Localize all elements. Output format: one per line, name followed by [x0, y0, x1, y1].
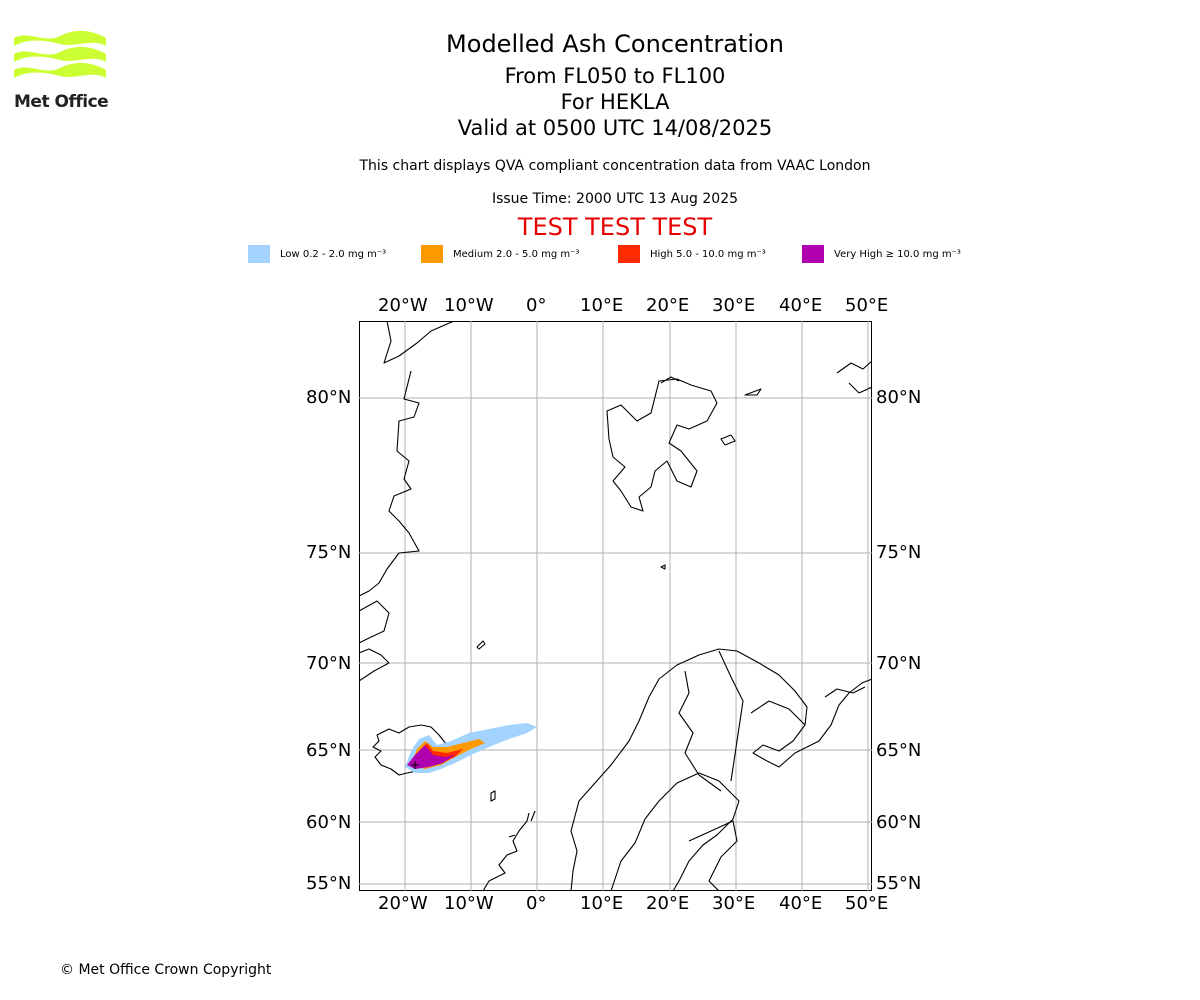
kola-coast [750, 686, 866, 726]
legend-swatch-high [618, 245, 640, 263]
lon-tick-top-20w: 20°W [378, 295, 428, 316]
lon-tick-top-30e: 30°E [712, 295, 756, 316]
uk-coast [482, 810, 536, 891]
lon-tick-top-20e: 20°E [646, 295, 690, 316]
legend-item-medium: Medium 2.0 - 5.0 mg m⁻³ [421, 244, 579, 264]
lon-tick-top-10e: 10°E [580, 295, 624, 316]
lon-tick-top-40e: 40°E [779, 295, 823, 316]
volcano-marker [411, 761, 419, 769]
legend-item-very-high: Very High ≥ 10.0 mg m⁻³ [802, 244, 961, 264]
legend-swatch-low [248, 245, 270, 263]
lon-tick-top-0: 0° [526, 295, 547, 316]
lat-tick-right-75n: 75°N [876, 542, 922, 563]
met-office-wave-icon [14, 30, 106, 78]
chart-title: Modelled Ash Concentration [446, 30, 784, 58]
legend-label-medium: Medium 2.0 - 5.0 mg m⁻³ [453, 248, 580, 260]
baltic-coast [688, 820, 738, 891]
legend-swatch-very-high [802, 245, 824, 263]
legend-item-high: High 5.0 - 10.0 mg m⁻³ [618, 244, 766, 264]
lat-tick-right-65n: 65°N [876, 740, 922, 761]
qva-note: This chart displays QVA compliant concen… [359, 158, 871, 174]
lat-tick-left-60n: 60°N [306, 812, 352, 833]
bear-island-coast [660, 564, 666, 570]
lat-tick-left-65n: 65°N [306, 740, 352, 761]
volcano-name: For HEKLA [560, 90, 670, 114]
scandinavia-coast [570, 648, 872, 891]
legend-item-low: Low 0.2 - 2.0 mg m⁻³ [248, 244, 386, 264]
svalbard-coast [606, 376, 762, 512]
lat-tick-right-80n: 80°N [876, 387, 922, 408]
lat-tick-right-60n: 60°N [876, 812, 922, 833]
lat-tick-right-55n: 55°N [876, 873, 922, 894]
finland-border [678, 650, 744, 792]
lat-tick-left-80n: 80°N [306, 387, 352, 408]
lon-tick-top-50e: 50°E [845, 295, 889, 316]
lon-tick-bottom-30e: 30°E [712, 893, 756, 914]
lon-tick-top-10w: 10°W [444, 295, 494, 316]
faroe-coast [490, 790, 496, 802]
issue-time: Issue Time: 2000 UTC 13 Aug 2025 [491, 191, 739, 207]
lon-tick-bottom-40e: 40°E [779, 893, 823, 914]
valid-time: Valid at 0500 UTC 14/08/2025 [457, 116, 773, 140]
lon-tick-bottom-20w: 20°W [378, 893, 428, 914]
graticule [359, 321, 872, 891]
lon-tick-bottom-20e: 20°E [646, 893, 690, 914]
lon-tick-bottom-10e: 10°E [580, 893, 624, 914]
greenland-coast [359, 321, 455, 682]
ash-plume [405, 723, 537, 773]
lat-tick-left-70n: 70°N [306, 653, 352, 674]
lat-tick-left-55n: 55°N [306, 873, 352, 894]
jan-mayen-coast [476, 640, 486, 650]
logo-text: Met Office [14, 92, 109, 112]
legend-label-high: High 5.0 - 10.0 mg m⁻³ [650, 248, 766, 260]
met-office-logo [14, 30, 106, 90]
legend-swatch-medium [421, 245, 443, 263]
map-panel [359, 321, 872, 891]
flight-level-range: From FL050 to FL100 [504, 64, 726, 88]
lat-tick-left-75n: 75°N [306, 542, 352, 563]
legend-label-very-high: Very High ≥ 10.0 mg m⁻³ [834, 248, 961, 260]
legend-label-low: Low 0.2 - 2.0 mg m⁻³ [280, 248, 387, 260]
ash-very-high-region [407, 745, 455, 769]
franz-josef-coast [836, 360, 872, 394]
map-frame [359, 321, 872, 891]
test-banner: TEST TEST TEST [517, 213, 713, 241]
copyright-notice: © Met Office Crown Copyright [60, 962, 272, 978]
lon-tick-bottom-0: 0° [526, 893, 547, 914]
lon-tick-bottom-50e: 50°E [845, 893, 889, 914]
lat-tick-right-70n: 70°N [876, 653, 922, 674]
lon-tick-bottom-10w: 10°W [444, 893, 494, 914]
